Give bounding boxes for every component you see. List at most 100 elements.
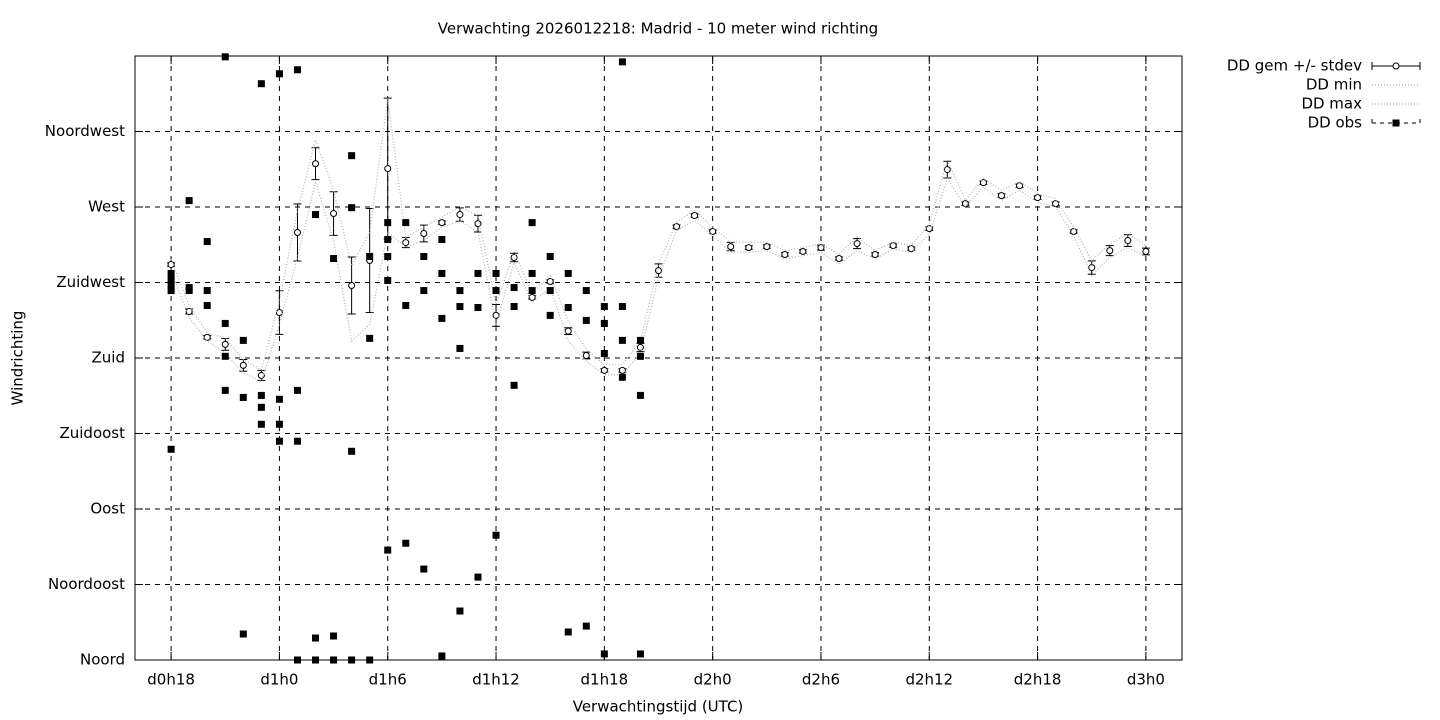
obs-point [402, 219, 410, 227]
obs-point [438, 269, 446, 277]
mean-point [582, 351, 590, 359]
obs-point [510, 302, 518, 310]
mean-point [907, 245, 915, 253]
mean-point [727, 243, 735, 251]
obs-point [456, 302, 464, 310]
mean-point [1124, 237, 1132, 245]
mean-point [799, 247, 807, 255]
mean-point [1034, 194, 1042, 202]
mean-point [871, 250, 879, 258]
y-tick-label: Noordwest [45, 122, 125, 140]
obs-point [257, 403, 265, 411]
obs-point [600, 302, 608, 310]
x-tick-label: d2h6 [802, 671, 840, 689]
legend-label: DD gem +/- stdev [1227, 57, 1362, 75]
mean-point [835, 255, 843, 263]
obs-point [438, 236, 446, 244]
mean-point [221, 340, 229, 348]
legend-swatch [1392, 119, 1400, 127]
obs-point [312, 211, 320, 219]
mean-point [853, 240, 861, 248]
mean-point [293, 229, 301, 237]
obs-point [420, 565, 428, 573]
mean-point [330, 210, 338, 218]
obs-point [474, 269, 482, 277]
obs-point [221, 53, 229, 61]
range-line [170, 177, 1147, 383]
obs-point [618, 336, 626, 344]
obs-point [203, 238, 211, 246]
mean-point [510, 254, 518, 262]
obs-point [402, 539, 410, 547]
obs-point [275, 420, 283, 428]
legend-swatch [1392, 62, 1400, 70]
y-tick-label: Noordoost [48, 575, 125, 593]
mean-point [1016, 182, 1024, 190]
mean-point [673, 223, 681, 231]
obs-point [510, 381, 518, 389]
mean-point [474, 220, 482, 228]
obs-point [456, 344, 464, 352]
mean-point [384, 165, 392, 173]
obs-point [438, 314, 446, 322]
obs-point [492, 287, 500, 295]
obs-point [348, 204, 356, 212]
obs-point [384, 236, 392, 244]
mean-point [889, 242, 897, 250]
obs-point [420, 252, 428, 260]
mean-point [420, 230, 428, 238]
obs-point [600, 650, 608, 658]
obs-point [257, 80, 265, 88]
obs-point [293, 656, 301, 664]
mean-point [691, 212, 699, 220]
mean-point [1106, 247, 1114, 255]
obs-point [546, 252, 554, 260]
mean-point [997, 192, 1005, 200]
mean-point [943, 166, 951, 174]
mean-point [348, 282, 356, 290]
x-tick-label: d1h18 [581, 671, 629, 689]
obs-point [330, 632, 338, 640]
legend-label: DD obs [1308, 114, 1363, 132]
mean-point [167, 261, 175, 269]
mean-point [438, 219, 446, 227]
obs-point [546, 311, 554, 319]
mean-point [402, 239, 410, 247]
obs-point [348, 656, 356, 664]
obs-point [636, 650, 644, 658]
mean-point [600, 366, 608, 374]
obs-point [312, 634, 320, 642]
obs-point [239, 336, 247, 344]
mean-point [763, 243, 771, 251]
mean-point [275, 309, 283, 317]
obs-point [312, 656, 320, 664]
mean-point [745, 244, 753, 252]
obs-point [167, 287, 175, 295]
obs-point [167, 269, 175, 277]
obs-point [330, 255, 338, 263]
y-tick-label: West [88, 198, 125, 216]
mean-point [817, 244, 825, 252]
obs-point [221, 352, 229, 360]
y-tick-label: Zuidwest [56, 273, 125, 291]
mean-point [1052, 200, 1060, 208]
x-tick-label: d2h18 [1014, 671, 1062, 689]
obs-point [582, 287, 590, 295]
obs-point [636, 336, 644, 344]
chart-title: Verwachting 2026012218: Madrid - 10 mete… [438, 20, 878, 38]
obs-point [366, 656, 374, 664]
obs-point [384, 219, 392, 227]
y-tick-label: Zuid [92, 349, 125, 367]
mean-point [546, 277, 554, 285]
y-tick-label: Oost [90, 500, 125, 518]
mean-point [655, 267, 662, 275]
range-line [170, 97, 1147, 371]
mean-point [618, 366, 626, 374]
obs-point [293, 66, 301, 74]
y-axis-label: Windrichting [9, 311, 27, 406]
obs-point [203, 287, 211, 295]
mean-point [1088, 264, 1096, 272]
mean-point [709, 227, 717, 235]
obs-point [167, 445, 175, 453]
